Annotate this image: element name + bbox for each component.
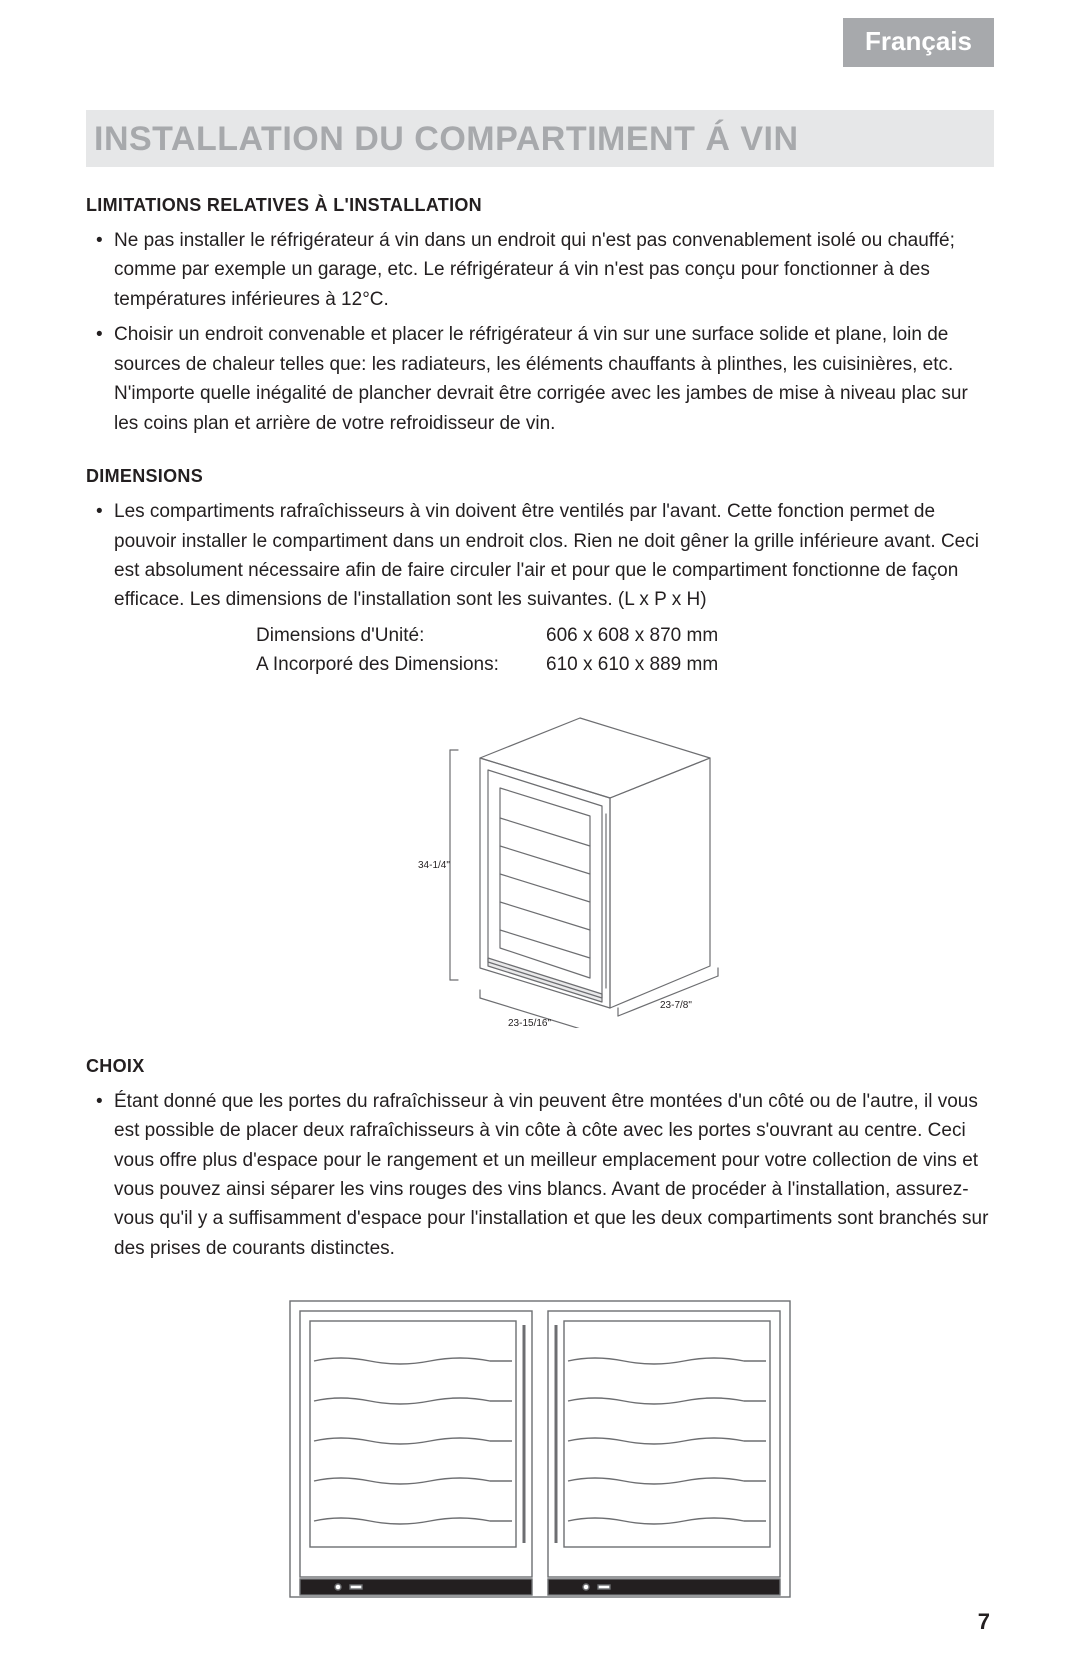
heading-choix: CHOIX — [86, 1056, 994, 1077]
list-choix: Étant donné que les portes du rafraîchis… — [86, 1087, 994, 1264]
heading-limitations: LIMITATIONS RELATIVES À L'INSTALLATION — [86, 195, 994, 216]
front-double-diagram — [280, 1291, 800, 1611]
dim-value: 610 x 610 x 889 mm — [546, 650, 718, 679]
bullet: Ne pas installer le réfrigérateur á vin … — [96, 226, 994, 314]
dim-depth-label: 23-7/8" — [660, 1000, 692, 1011]
page-number: 7 — [978, 1609, 990, 1635]
dim-width-label: 23-15/16" — [508, 1018, 551, 1028]
main-title: INSTALLATION DU COMPARTIMENT Á VIN — [86, 110, 994, 167]
dimensions-table: Dimensions d'Unité: 606 x 608 x 870 mm A… — [256, 621, 994, 680]
bullet: Les compartiments rafraîchisseurs à vin … — [96, 497, 994, 615]
heading-dimensions: DIMENSIONS — [86, 466, 994, 487]
dim-height-label: 34-1/4" — [418, 860, 450, 871]
dim-value: 606 x 608 x 870 mm — [546, 621, 718, 650]
isometric-diagram: 34-1/4" 23-15/16" 23-7/8" — [330, 698, 750, 1028]
bullet: Choisir un endroit convenable et placer … — [96, 320, 994, 438]
dim-label: Dimensions d'Unité: — [256, 621, 546, 650]
table-row: A Incorporé des Dimensions: 610 x 610 x … — [256, 650, 994, 679]
page-content: INSTALLATION DU COMPARTIMENT Á VIN LIMIT… — [86, 110, 994, 1611]
list-dimensions: Les compartiments rafraîchisseurs à vin … — [86, 497, 994, 615]
bullet: Étant donné que les portes du rafraîchis… — [96, 1087, 994, 1264]
table-row: Dimensions d'Unité: 606 x 608 x 870 mm — [256, 621, 994, 650]
list-limitations: Ne pas installer le réfrigérateur á vin … — [86, 226, 994, 438]
language-tab: Français — [843, 18, 994, 67]
dim-label: A Incorporé des Dimensions: — [256, 650, 546, 679]
